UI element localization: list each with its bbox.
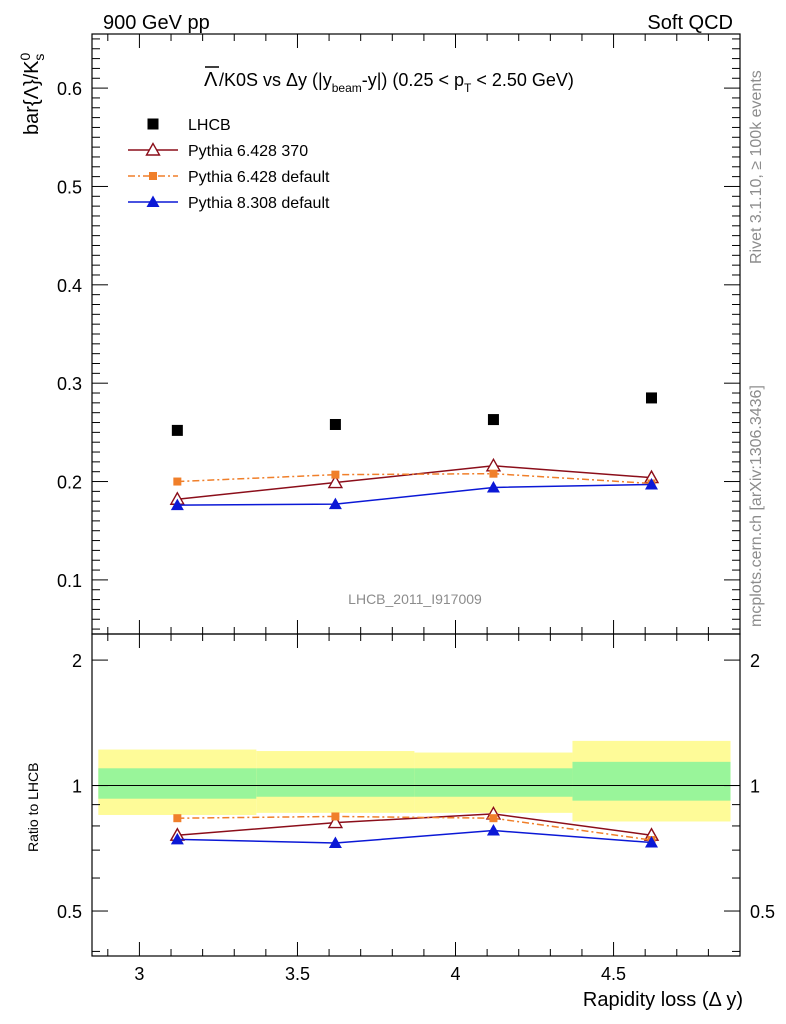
y-tick-label: 0.6 (57, 79, 82, 99)
title-t-sub: T (464, 81, 472, 95)
rivet-label: Rivet 3.1.10, ≥ 100k events (748, 70, 765, 264)
ratio-tick-label-left: 1 (72, 777, 82, 797)
series-2-point (489, 469, 498, 478)
legend-label-3: Pythia 8.308 default (188, 195, 330, 212)
legend-label-0: LHCB (188, 117, 231, 134)
title-text: /K0S vs Δy (|ybeam-y|) (0.25 < pT < 2.50… (219, 70, 574, 95)
x-tick-label: 4.5 (601, 964, 626, 984)
y-axis-label: bar{Λ}/K0s (17, 52, 47, 135)
series-3-point (170, 498, 184, 511)
ratio-frame (91, 633, 741, 957)
main-plot (169, 392, 660, 511)
legend: LHCB Pythia 6.428 370 Pythia 6.428 default… (128, 117, 330, 212)
series-1-ratio-line (177, 813, 652, 836)
header-right: Soft QCD (647, 12, 733, 34)
legend-label-1: Pythia 6.428 370 (188, 143, 308, 160)
series-1-point (327, 474, 344, 489)
series-3-ratio-point (170, 832, 184, 845)
series-1-point (485, 457, 502, 472)
x-tick-label: 3.5 (285, 964, 310, 984)
axes: 3 3.5 4 4.5 0.1 0.2 0.3 0.4 0.5 0.6 0.5 0.5 1 1 2 2 (57, 34, 775, 984)
legend-label-2: Pythia 6.428 default (188, 169, 330, 186)
series-2-ratio-point (489, 814, 498, 823)
legend-marker-3 (146, 195, 160, 207)
series-2-point (173, 477, 182, 486)
y-axis-label-sub: s (31, 54, 47, 61)
y-axis-label-base: bar{Λ}/K (21, 60, 43, 135)
x-axis-label: Rapidity loss (Δ y) (583, 989, 743, 1011)
series-0-point (171, 424, 183, 436)
y-tick-label: 0.1 (57, 571, 82, 591)
title-tail: < 2.50 GeV) (471, 70, 574, 90)
series-3-point (486, 480, 500, 493)
ratio-tick-label-left: 2 (72, 651, 82, 671)
plot-title: Λ /K0S vs Δy (|ybeam-y|) (0.25 < pT < 2.… (204, 66, 574, 95)
legend-marker-0 (147, 118, 159, 130)
series-2-line (177, 472, 652, 485)
title-lambda-bar: Λ (204, 69, 218, 91)
y-tick-label: 0.4 (57, 276, 82, 296)
series-1-line (177, 465, 652, 500)
series-0-point (487, 414, 499, 426)
y-tick-label: 0.3 (57, 374, 82, 394)
x-tick-label: 4 (451, 964, 461, 984)
ratio-band-inner (98, 768, 257, 799)
ratio-band-inner (572, 761, 731, 801)
series-2-ratio-point (331, 812, 340, 821)
ratio-tick-label-left: 0.5 (57, 902, 82, 922)
ratio-band-inner (414, 768, 573, 797)
series-0-point (329, 418, 341, 430)
x-tick-label: 3 (134, 964, 144, 984)
series-3-ratio-point (644, 836, 658, 848)
y-tick-label: 0.2 (57, 473, 82, 493)
series-3-ratio-point (328, 836, 342, 849)
series-1-ratio-point (327, 814, 344, 829)
legend-marker-2 (149, 172, 157, 180)
y-axis-label-sup: 0 (17, 52, 33, 60)
series-0-point (645, 392, 657, 404)
ratio-tick-label-right: 2 (750, 651, 760, 671)
y-tick-label: 0.5 (57, 177, 82, 197)
ratio-y-axis-label: Ratio to LHCB (25, 763, 41, 852)
series-3-ratio-line (177, 829, 652, 844)
series-3-point (644, 477, 658, 490)
title-mid: -y|) (0.25 < p (362, 70, 464, 90)
mcplots-label: mcplots.cern.ch [arXiv:1306.3436] (748, 385, 765, 627)
series-2-ratio-line (177, 815, 652, 841)
series-2-point (331, 470, 340, 479)
series-3-ratio-point (486, 824, 500, 836)
ratio-plot (92, 740, 740, 849)
legend-marker-1 (145, 142, 161, 156)
analysis-watermark: LHCB_2011_I917009 (348, 591, 482, 607)
series-3-line (177, 483, 652, 506)
series-3-point (328, 497, 342, 510)
ratio-tick-label-right: 0.5 (750, 902, 775, 922)
ratio-band-inner (256, 768, 415, 797)
series-2-ratio-point (173, 814, 182, 823)
title-main: /K0S vs Δy (|y (219, 70, 332, 90)
header-left: 900 GeV pp (103, 12, 210, 34)
ratio-tick-label-right: 1 (750, 777, 760, 797)
title-beam-sub: beam (332, 81, 362, 95)
